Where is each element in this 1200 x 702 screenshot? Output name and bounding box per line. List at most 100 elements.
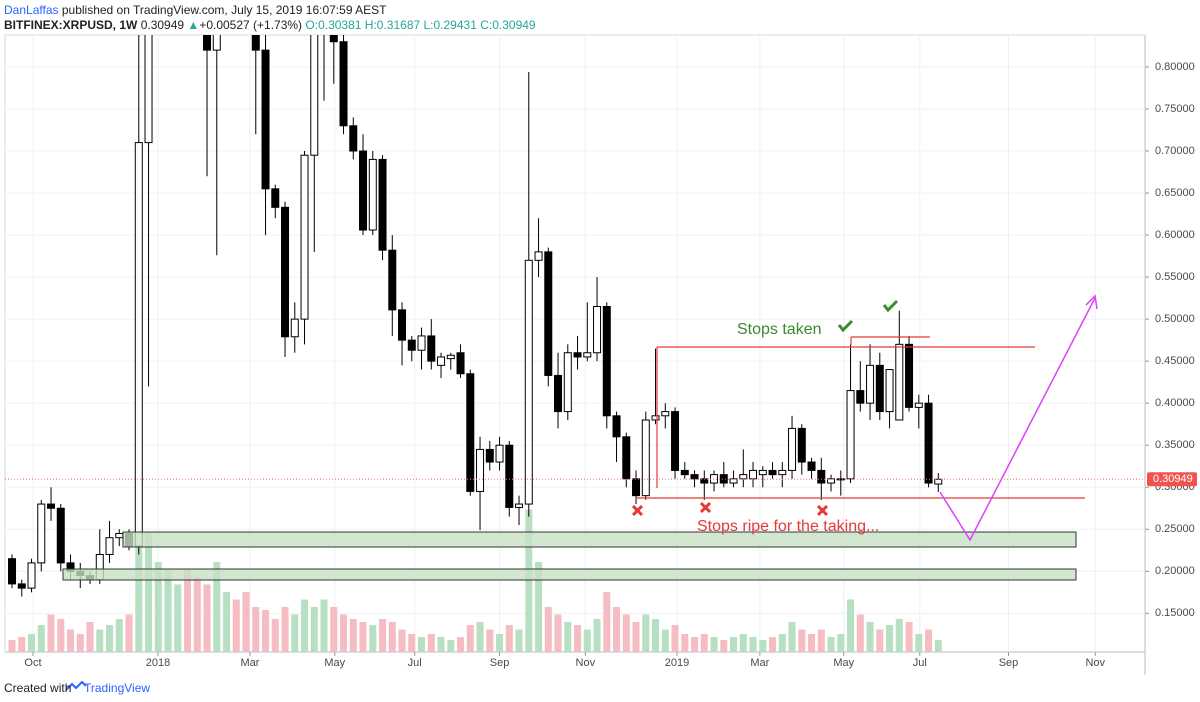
candle-body	[212, 35, 221, 51]
volume-bar	[905, 622, 913, 652]
volume-bar	[564, 622, 572, 652]
volume-bar	[895, 619, 903, 652]
candle-body	[466, 373, 475, 492]
volume-bar	[466, 625, 474, 652]
volume-bar	[213, 562, 221, 652]
resistance-line	[656, 346, 1035, 488]
candle-body	[544, 251, 553, 376]
candle-body	[914, 402, 923, 408]
volume-bar	[174, 584, 182, 652]
author: DanLaffas	[4, 3, 59, 17]
footer-created: Created with	[4, 681, 71, 695]
volume-bar	[535, 562, 543, 652]
volume-bar	[164, 569, 172, 652]
candle-body	[661, 411, 670, 417]
x-tick-label: Nov	[576, 657, 596, 669]
volume-bar	[574, 625, 582, 652]
volume-bar	[613, 607, 621, 652]
y-tick-label: 0.75000	[1155, 103, 1195, 115]
volume-bar	[47, 614, 55, 652]
x-mark	[699, 501, 712, 514]
candle-body	[602, 306, 611, 417]
x-tick-label: Sep	[490, 657, 510, 669]
candle-body	[476, 448, 485, 492]
last: 0.30949	[140, 18, 185, 32]
volume-bar	[554, 614, 562, 652]
y-tick-label: 0.20000	[1155, 565, 1195, 577]
up-arrow: ▲	[187, 18, 200, 32]
candle-body	[690, 474, 699, 480]
volume-bar	[837, 634, 845, 652]
volume-bar	[184, 569, 192, 652]
volume-bar	[154, 562, 162, 652]
volume-bar	[281, 607, 289, 652]
volume-bar	[96, 629, 104, 652]
volume-bar	[28, 634, 36, 652]
candle-body	[758, 469, 767, 476]
volume	[8, 502, 942, 652]
volume-bar	[603, 592, 611, 652]
candle-body	[905, 343, 914, 408]
candle-body	[622, 436, 631, 480]
candle-body	[329, 35, 338, 43]
volume-bar	[710, 637, 718, 652]
volume-bar	[457, 637, 465, 652]
candle-body	[144, 35, 153, 144]
axes: 0.150000.200000.250000.300000.350000.400…	[5, 61, 1197, 669]
candle-body	[310, 35, 319, 156]
volume-bar	[115, 619, 123, 652]
candle-body	[359, 150, 368, 231]
volume-bar	[730, 637, 738, 652]
y-tick-label: 0.50000	[1155, 313, 1195, 325]
header-line: DanLaffas published on TradingView.com, …	[4, 3, 387, 17]
candle-body	[573, 352, 582, 358]
candle-body	[271, 188, 280, 208]
y-tick-label: 0.45000	[1155, 355, 1195, 367]
volume-bar	[759, 640, 767, 652]
volume-bar	[808, 634, 816, 652]
x-tick-label: Mar	[240, 657, 259, 669]
candle-body	[885, 369, 894, 413]
x-mark	[631, 504, 644, 517]
x-tick-label: May	[833, 657, 854, 669]
candle-body	[524, 259, 533, 505]
volume-bar	[427, 634, 435, 652]
candle-body	[563, 352, 572, 413]
volume-bar	[583, 629, 591, 652]
candle-body	[378, 158, 387, 251]
candle-body	[47, 503, 56, 509]
volume-bar	[271, 619, 279, 652]
support-zone	[62, 568, 1077, 581]
volume-bar	[496, 634, 504, 652]
x-tick-label: Mar	[750, 657, 769, 669]
candle-body	[105, 537, 114, 555]
candle-body	[719, 474, 728, 484]
volume-bar	[652, 619, 660, 652]
candle-body	[680, 469, 689, 476]
candle-body	[427, 335, 436, 362]
candle-body	[729, 478, 738, 484]
candle-body	[797, 427, 806, 463]
candle-body	[554, 374, 563, 413]
candle-body	[641, 419, 650, 497]
y-tick-label: 0.15000	[1155, 607, 1195, 619]
candle-body	[895, 343, 904, 421]
candle-body	[778, 469, 787, 476]
candle-body	[368, 158, 377, 231]
volume-bar	[876, 629, 884, 652]
candle-body	[495, 444, 504, 463]
volume-bar	[749, 637, 757, 652]
volume-bar	[359, 622, 367, 652]
volume-bar	[398, 629, 406, 652]
volume-bar	[18, 637, 26, 652]
grid	[5, 35, 1145, 652]
volume-bar	[642, 614, 650, 652]
candle-body	[827, 478, 836, 484]
volume-bar	[700, 634, 708, 652]
candle-body	[281, 206, 290, 338]
candle-body	[456, 352, 465, 375]
volume-bar	[125, 614, 133, 652]
candle-body	[290, 318, 299, 338]
volume-bar	[86, 622, 94, 652]
